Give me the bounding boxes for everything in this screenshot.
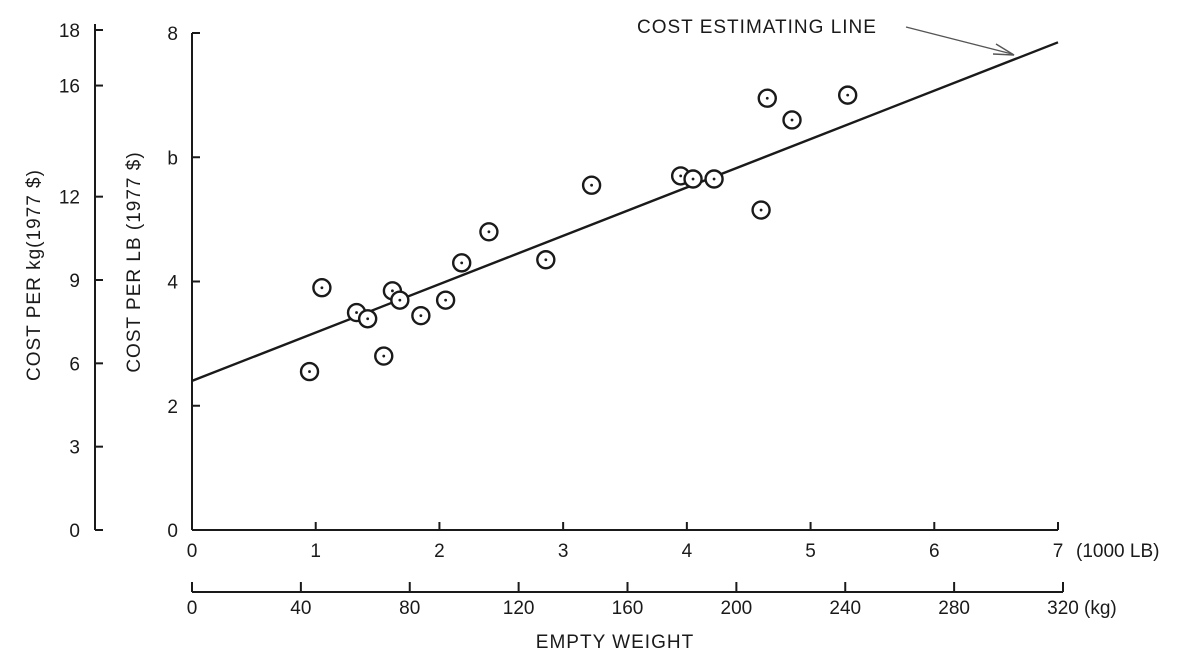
x2-tick-label: 200 xyxy=(721,598,753,619)
y2-tick-label: 12 xyxy=(59,188,80,209)
y2-tick-label: 18 xyxy=(59,21,80,42)
x2-tick-label: 160 xyxy=(612,598,644,619)
x-axis-unit-lb: (1000 LB) xyxy=(1076,541,1159,562)
y-axis: 0 2 4 b 8 COST PER LB (1977 $) xyxy=(124,24,200,542)
x-tick-label: 3 xyxy=(558,541,569,562)
x-ticks: 0 1 2 3 4 5 6 7 xyxy=(187,522,1064,562)
x2-tick-label: 120 xyxy=(503,598,535,619)
x-tick-label: 5 xyxy=(805,541,816,562)
data-points xyxy=(299,85,858,382)
data-point-center xyxy=(691,177,695,181)
y-tick-label: b xyxy=(167,148,178,169)
x-tick-label: 2 xyxy=(434,541,445,562)
x-tick-label: 4 xyxy=(682,541,693,562)
data-point-center xyxy=(308,370,311,373)
y2-tick-label: 6 xyxy=(69,354,80,375)
data-point-center xyxy=(712,177,716,181)
y-tick-label: 2 xyxy=(167,397,178,418)
data-point-center xyxy=(590,183,593,187)
data-point-center xyxy=(679,174,683,178)
x-tick-label: 1 xyxy=(310,541,321,562)
data-point-center xyxy=(366,317,370,321)
annotation-arrow-head xyxy=(992,43,1015,56)
data-point-center xyxy=(355,311,358,314)
data-point-center xyxy=(320,286,324,290)
y2-tick-label: 3 xyxy=(69,438,80,459)
x-axis-title: EMPTY WEIGHT xyxy=(536,632,694,653)
y-tick-label: 4 xyxy=(167,273,178,294)
y2-ticks: 0 3 6 9 12 16 18 xyxy=(59,21,103,542)
y-tick-label: 0 xyxy=(167,521,178,542)
y2-axis-title: COST PER kg(1977 $) xyxy=(24,169,45,381)
x-tick-label: 6 xyxy=(929,541,940,562)
x2-axis: 0 40 80 120 160 200 240 280 320 (kg) EMPTY WEIGH… xyxy=(187,582,1117,653)
data-point-center xyxy=(487,230,491,234)
annotation-arrow xyxy=(905,26,1013,55)
x2-axis-unit-kg: (kg) xyxy=(1084,598,1117,619)
y2-tick-label: 9 xyxy=(69,271,80,292)
y-axis-title: COST PER LB (1977 $) xyxy=(124,151,145,372)
x-tick-label: 7 xyxy=(1053,541,1064,562)
data-point-center xyxy=(382,354,386,358)
y2-tick-label: 16 xyxy=(59,77,80,98)
data-point-center xyxy=(460,261,464,265)
annotation-cost-estimating-line: COST ESTIMATING LINE xyxy=(637,17,877,38)
data-point-center xyxy=(419,314,423,318)
x2-ticks: 0 40 80 120 160 200 240 280 320 xyxy=(187,582,1079,619)
data-point-center xyxy=(846,93,850,97)
y-ticks: 0 2 4 b 8 xyxy=(167,24,200,542)
data-point-center xyxy=(790,118,794,122)
x2-tick-label: 80 xyxy=(399,598,420,619)
data-point-center xyxy=(765,96,769,100)
x2-tick-label: 0 xyxy=(187,598,198,619)
y2-axis: 0 3 6 9 12 16 18 COST PER kg(1977 $) xyxy=(24,21,103,542)
data-point-center xyxy=(398,298,402,302)
x2-tick-label: 240 xyxy=(829,598,861,619)
cost-estimating-line xyxy=(191,41,1059,383)
data-point-center xyxy=(759,208,763,212)
data-point-center xyxy=(391,289,394,293)
x2-tick-label: 40 xyxy=(290,598,311,619)
x2-tick-label: 320 xyxy=(1047,598,1079,619)
x-axis: 0 1 2 3 4 5 6 7 (1000 LB) xyxy=(187,522,1159,562)
data-point-center xyxy=(444,298,448,302)
y2-tick-label: 0 xyxy=(69,521,80,542)
x2-tick-label: 280 xyxy=(938,598,970,619)
y-tick-label: 8 xyxy=(167,24,178,45)
data-point-center xyxy=(544,258,548,262)
x-tick-label: 0 xyxy=(187,541,198,562)
